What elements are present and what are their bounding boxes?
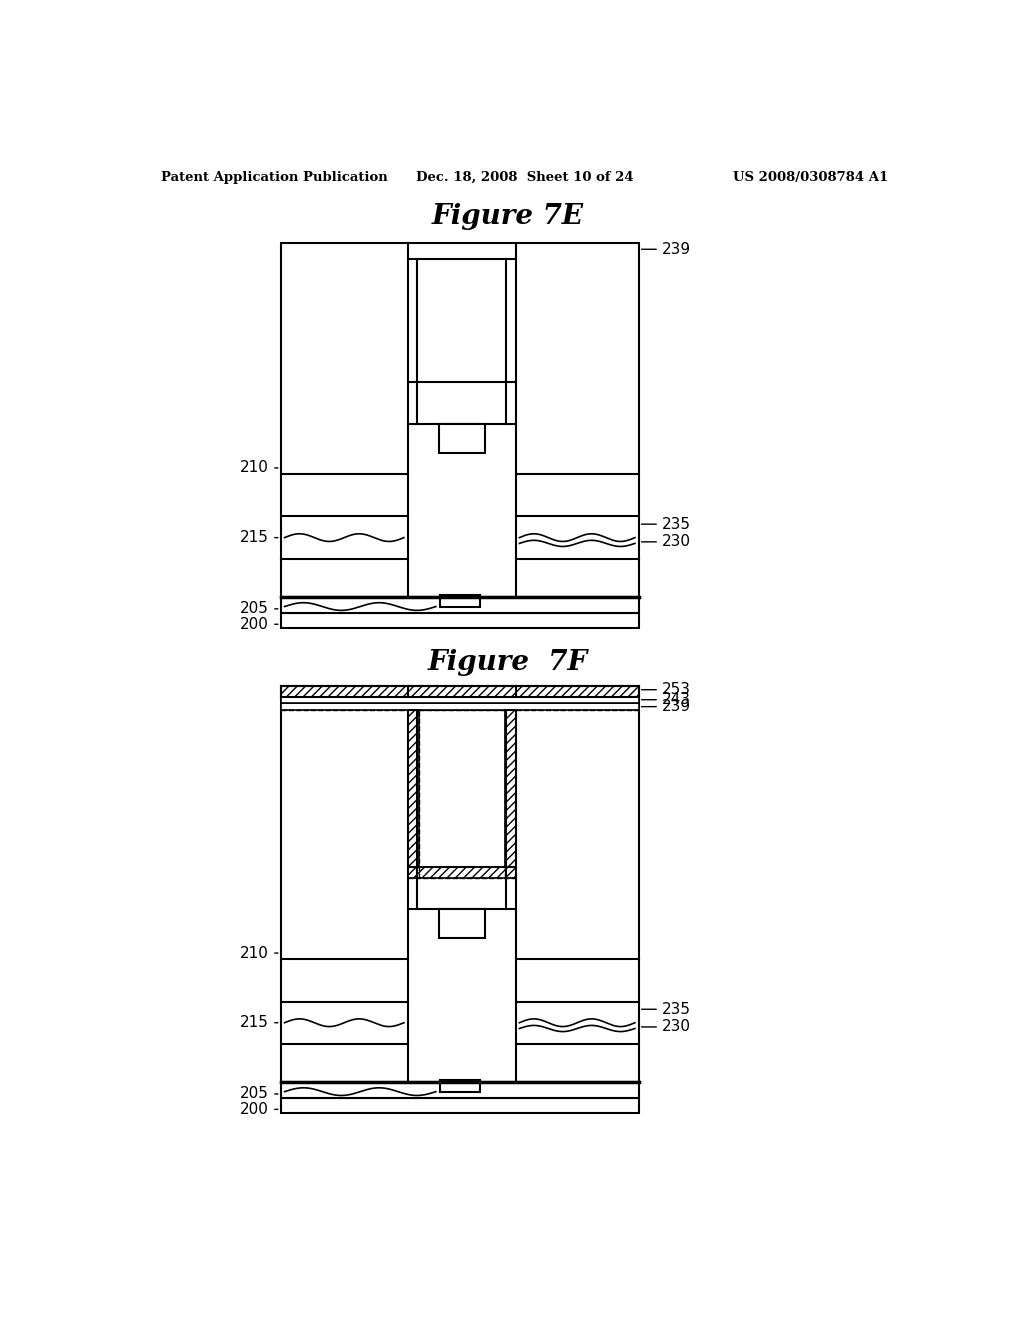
Text: 253: 253 <box>642 682 691 697</box>
Bar <box>281 597 639 612</box>
Text: 200: 200 <box>241 616 278 632</box>
Bar <box>281 702 639 710</box>
Text: 239: 239 <box>642 700 691 714</box>
Bar <box>505 710 515 867</box>
Bar <box>281 1098 639 1113</box>
Text: 230: 230 <box>642 535 691 549</box>
Text: Dec. 18, 2008  Sheet 10 of 24: Dec. 18, 2008 Sheet 10 of 24 <box>416 172 634 185</box>
Text: 235: 235 <box>642 516 691 532</box>
Bar <box>281 697 639 702</box>
Text: 243: 243 <box>642 692 691 708</box>
Text: 200: 200 <box>241 1102 278 1117</box>
Bar <box>281 686 639 1082</box>
Bar <box>408 710 419 867</box>
Text: Figure  7F: Figure 7F <box>428 649 588 676</box>
Text: Figure 7E: Figure 7E <box>432 203 584 230</box>
Bar <box>281 1082 639 1098</box>
Text: 235: 235 <box>642 1002 691 1016</box>
Text: US 2008/0308784 A1: US 2008/0308784 A1 <box>733 172 888 185</box>
Text: 205: 205 <box>241 1086 278 1101</box>
Text: 205: 205 <box>241 602 278 616</box>
Bar <box>438 909 484 939</box>
Text: 210: 210 <box>241 945 278 961</box>
Bar <box>408 867 515 878</box>
Bar <box>281 243 639 598</box>
Text: 215: 215 <box>241 531 278 545</box>
Text: 230: 230 <box>642 1019 691 1035</box>
Text: 210: 210 <box>241 461 278 475</box>
Text: 239: 239 <box>642 242 691 257</box>
Text: Patent Application Publication: Patent Application Publication <box>162 172 388 185</box>
Bar <box>439 1080 480 1092</box>
Bar <box>439 595 480 607</box>
Bar <box>281 612 639 628</box>
Text: 215: 215 <box>241 1015 278 1030</box>
Bar <box>438 424 484 453</box>
Bar <box>281 686 639 697</box>
